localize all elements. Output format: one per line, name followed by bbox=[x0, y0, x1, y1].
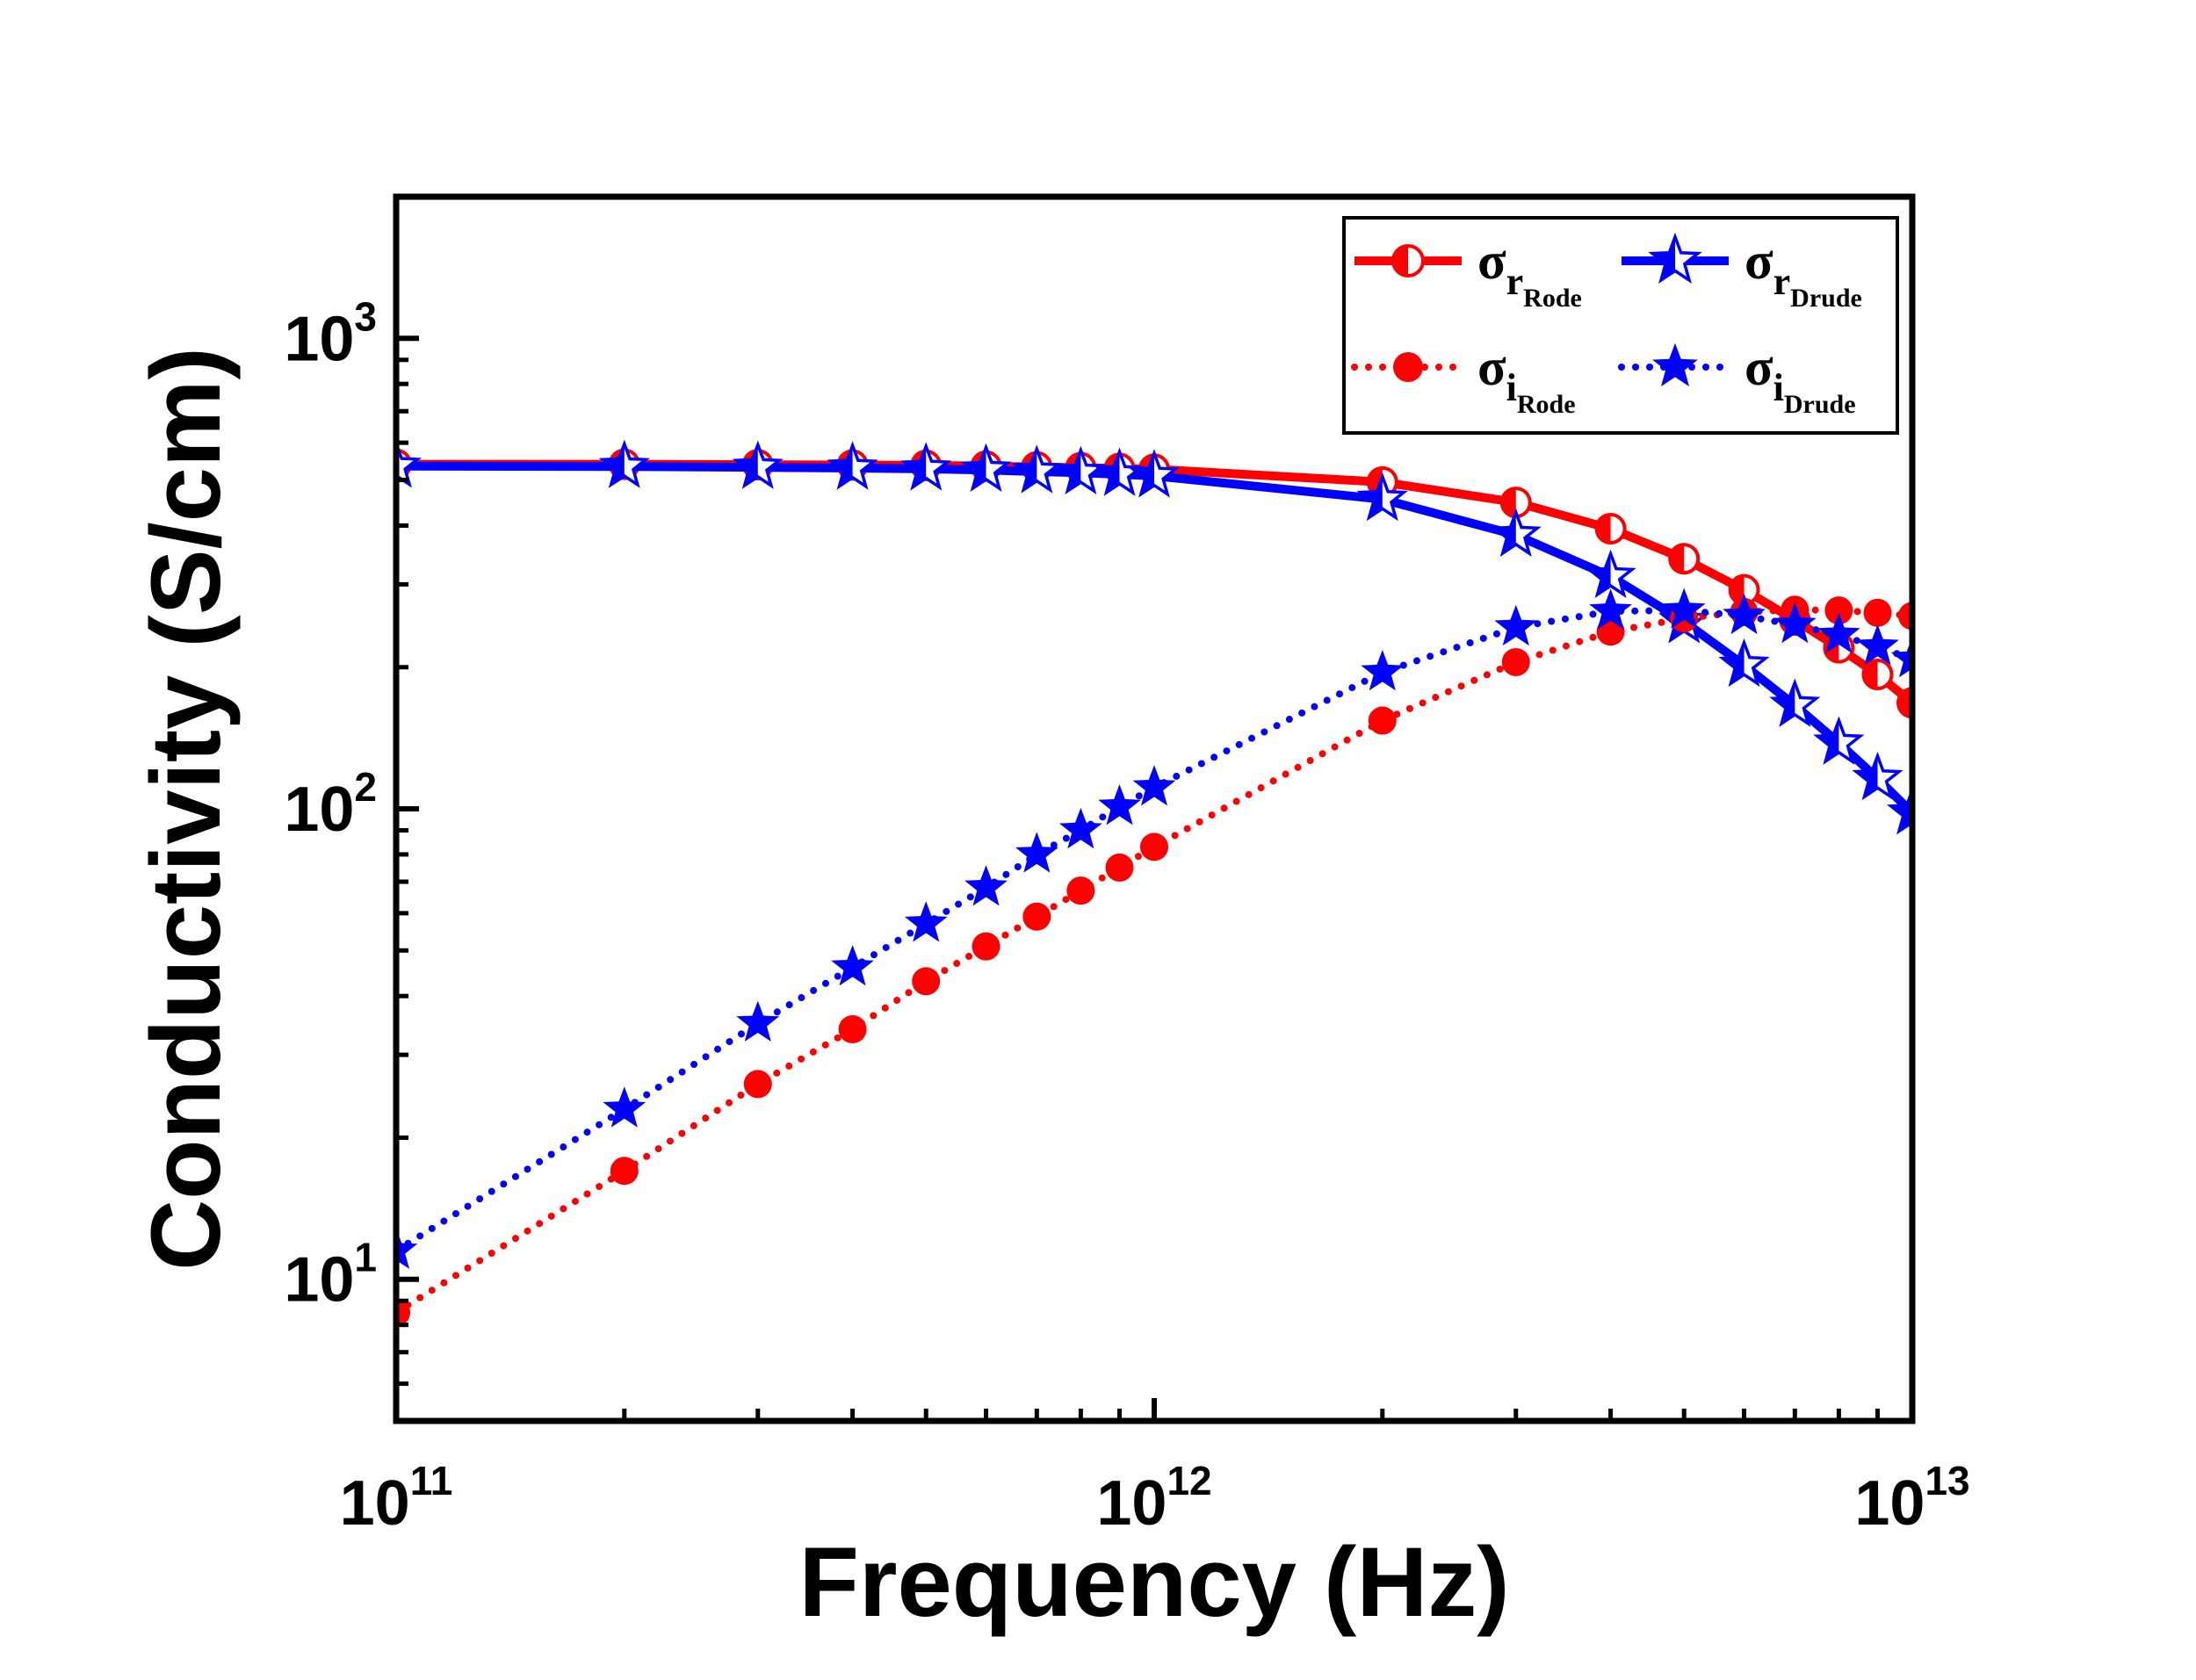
data-point-sr-drude bbox=[1011, 444, 1063, 494]
legend-label: σrDrude bbox=[1745, 232, 1862, 313]
data-point-sr-drude bbox=[1769, 678, 1821, 727]
x-axis-label: Frequency (Hz) bbox=[799, 1527, 1510, 1637]
data-point-sr-drude bbox=[396, 439, 423, 488]
data-point-sr-drude bbox=[1718, 638, 1770, 688]
data-point-si-drude bbox=[831, 945, 874, 986]
data-point-si-drude bbox=[1059, 807, 1102, 849]
data-point-sr-drude bbox=[598, 439, 650, 488]
data-point-si-drude bbox=[1589, 588, 1632, 630]
data-point-si-rode bbox=[1501, 647, 1530, 676]
data-point-si-drude bbox=[1773, 602, 1817, 644]
data-point-si-drude bbox=[736, 1000, 780, 1042]
data-point-sr-drude bbox=[732, 440, 784, 489]
data-point-si-drude bbox=[396, 1228, 418, 1269]
y-tick-label: 102 bbox=[284, 764, 377, 845]
data-point-si-rode bbox=[1066, 876, 1095, 905]
x-tick-label: 1011 bbox=[340, 1458, 453, 1539]
data-point-si-rode bbox=[1898, 602, 1912, 631]
data-point-sr-drude bbox=[1490, 508, 1542, 557]
data-point-sr-rode bbox=[1861, 659, 1894, 691]
data-point-sr-drude bbox=[900, 442, 952, 491]
data-point-si-rode bbox=[1368, 706, 1397, 735]
data-point-si-drude bbox=[1890, 637, 1912, 678]
data-point-sr-drude bbox=[1356, 472, 1408, 522]
legend-label: σrRode bbox=[1477, 232, 1582, 313]
legend-entry-sr-drude: σrDrude bbox=[1622, 232, 1862, 313]
data-point-si-rode bbox=[1140, 833, 1168, 862]
legend-entry-sr-rode: σrRode bbox=[1354, 232, 1582, 313]
data-point-sr-drude bbox=[960, 443, 1012, 492]
data-point-sr-drude bbox=[827, 441, 878, 490]
legend-entry-si-rode: σiRode bbox=[1351, 338, 1576, 419]
y-tick-label: 103 bbox=[284, 293, 377, 374]
data-point-si-drude bbox=[1098, 784, 1141, 826]
data-point-sr-rode bbox=[1896, 687, 1912, 719]
legend-marker bbox=[1648, 232, 1702, 285]
legend: σrRode σrDrude σiRode σiDrude bbox=[1342, 216, 1899, 435]
data-point-sr-drude bbox=[1585, 549, 1636, 599]
legend-marker bbox=[1393, 352, 1423, 382]
data-point-sr-rode bbox=[1594, 512, 1627, 544]
data-point-si-drude bbox=[603, 1086, 647, 1128]
data-point-si-drude bbox=[1662, 588, 1706, 629]
data-point-si-rode bbox=[743, 1070, 772, 1099]
data-point-si-rode bbox=[610, 1157, 639, 1186]
data-point-si-drude bbox=[964, 865, 1008, 906]
legend-marker bbox=[1391, 244, 1425, 278]
data-point-sr-drude bbox=[1852, 751, 1903, 801]
x-tick-label: 1013 bbox=[1854, 1458, 1969, 1539]
data-point-si-drude bbox=[1361, 650, 1405, 691]
data-point-si-drude bbox=[1856, 624, 1899, 666]
legend-marker bbox=[1652, 342, 1698, 386]
series-sr-drude bbox=[396, 439, 1912, 835]
data-point-sr-rode bbox=[1728, 573, 1760, 606]
data-point-si-rode bbox=[396, 1298, 410, 1327]
legend-entry-si-drude: σiDrude bbox=[1618, 338, 1856, 419]
data-point-si-drude bbox=[1494, 604, 1538, 646]
legend-label: σiDrude bbox=[1745, 338, 1856, 419]
data-point-si-rode bbox=[912, 967, 941, 996]
data-point-sr-drude bbox=[1886, 786, 1912, 835]
data-point-si-rode bbox=[1105, 853, 1134, 882]
y-axis-label: Conductivity (S/cm) bbox=[131, 347, 241, 1271]
data-point-sr-drude bbox=[1055, 445, 1107, 495]
legend-label: σiRode bbox=[1477, 338, 1576, 419]
data-point-sr-drude bbox=[1094, 447, 1145, 496]
data-point-sr-drude bbox=[1128, 449, 1181, 498]
data-point-si-drude bbox=[1817, 612, 1860, 653]
data-point-si-drude bbox=[904, 901, 948, 942]
data-point-si-rode bbox=[838, 1015, 867, 1044]
data-point-si-rode bbox=[1863, 598, 1892, 627]
series-si-drude bbox=[396, 588, 1912, 1269]
y-tick-label: 101 bbox=[284, 1235, 377, 1316]
data-point-si-rode bbox=[1824, 596, 1853, 625]
x-tick-label: 1012 bbox=[1096, 1458, 1211, 1539]
data-point-si-drude bbox=[1132, 765, 1176, 806]
data-point-si-drude bbox=[1723, 593, 1766, 635]
data-point-si-rode bbox=[1022, 902, 1051, 931]
data-point-si-rode bbox=[972, 932, 1000, 961]
data-point-sr-rode bbox=[1668, 543, 1701, 575]
data-point-sr-drude bbox=[1813, 716, 1865, 765]
data-point-si-drude bbox=[1015, 832, 1058, 873]
legend-frame bbox=[1342, 216, 1899, 435]
